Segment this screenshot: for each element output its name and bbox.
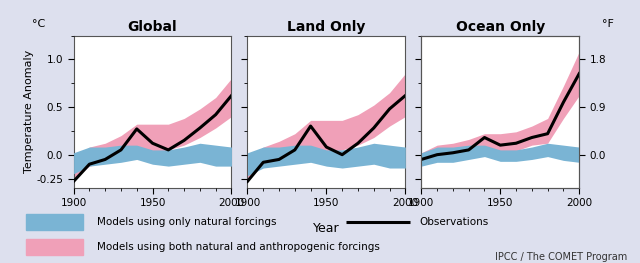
Text: Year: Year [313, 222, 340, 235]
Text: Models using both natural and anthropogenic forcings: Models using both natural and anthropoge… [97, 242, 380, 252]
Bar [26, 239, 83, 255]
Text: °C: °C [32, 19, 45, 29]
Text: Models using only natural forcings: Models using only natural forcings [97, 217, 276, 227]
Title: Land Only: Land Only [287, 20, 365, 34]
Bar [26, 214, 83, 230]
Title: Global: Global [128, 20, 177, 34]
Text: °F: °F [602, 19, 614, 29]
Text: IPCC / The COMET Program: IPCC / The COMET Program [495, 252, 627, 262]
Y-axis label: Temperature Anomaly: Temperature Anomaly [24, 50, 33, 173]
Title: Ocean Only: Ocean Only [456, 20, 545, 34]
Text: Observations: Observations [419, 217, 488, 227]
